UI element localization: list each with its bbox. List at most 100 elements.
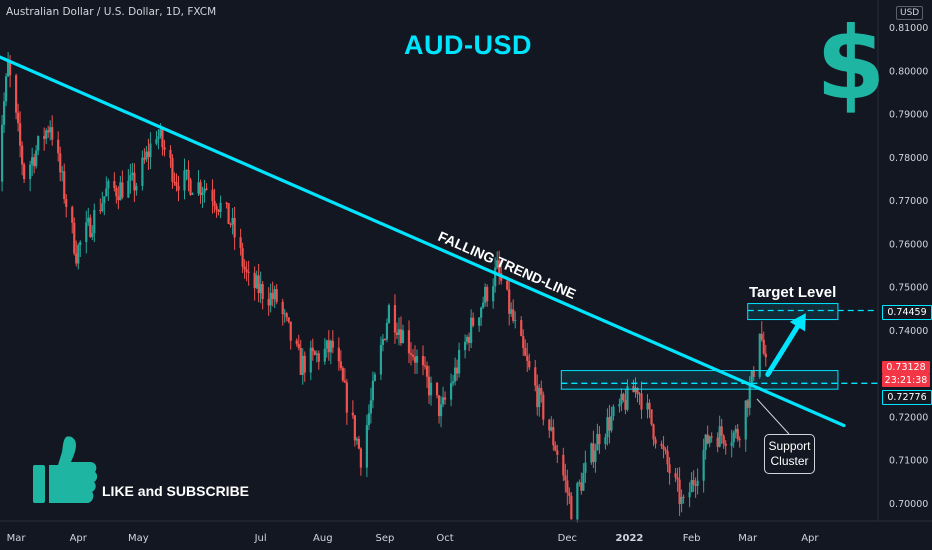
candle: [570, 492, 573, 520]
level-zone-0[interactable]: [747, 303, 839, 321]
x-tick-label-2: May: [128, 533, 149, 544]
candle: [427, 365, 431, 404]
time-axis[interactable]: Mar Apr May Jul Aug Sep Oct Dec 2022 Feb Mar Apr: [7, 533, 820, 544]
candle: [514, 311, 517, 329]
candle: [758, 333, 761, 379]
candle: [239, 228, 242, 256]
price-axis[interactable]: 0.700000.710000.720000.730000.740000.750…: [889, 23, 928, 510]
candle: [21, 141, 24, 176]
candle: [343, 368, 346, 384]
candle: [451, 375, 455, 387]
candle: [399, 316, 403, 346]
candle: [566, 469, 569, 506]
candle: [129, 163, 132, 194]
candle: [245, 261, 248, 282]
candle: [638, 391, 641, 405]
candle: [552, 419, 555, 451]
candle: [734, 425, 737, 439]
support-cluster-callout: Support Cluster: [764, 434, 815, 474]
candle: [612, 404, 615, 421]
candle: [762, 331, 765, 356]
y-tick-label-9: 0.79000: [889, 110, 928, 121]
candle: [47, 125, 50, 138]
candle: [89, 214, 92, 238]
countdown-tag: 23:21:38: [882, 374, 930, 387]
candle: [49, 120, 52, 141]
candle: [580, 472, 583, 495]
candle: [327, 330, 330, 361]
candle: [121, 170, 124, 200]
candle: [275, 284, 278, 305]
candle: [173, 172, 176, 186]
candle: [65, 194, 68, 218]
candle: [622, 392, 625, 403]
candle: [227, 203, 230, 225]
candle: [243, 259, 246, 279]
candle: [409, 342, 413, 366]
symbol-header[interactable]: Australian Dollar / U.S. Dollar, 1D, FXC…: [6, 6, 217, 18]
candle: [724, 440, 727, 455]
candle: [654, 436, 657, 449]
candle: [295, 338, 298, 347]
candle: [85, 210, 88, 254]
candle: [381, 334, 385, 352]
candle: [119, 175, 122, 201]
candle: [752, 366, 755, 382]
candle: [584, 450, 587, 483]
candle: [720, 418, 723, 444]
x-tick-label-6: Oct: [436, 533, 453, 544]
like-subscribe-text: LIKE and SUBSCRIBE: [102, 483, 250, 499]
candle: [413, 345, 417, 375]
candle: [732, 430, 735, 448]
candle: [131, 162, 134, 181]
candle: [710, 432, 713, 443]
candle: [510, 302, 513, 317]
x-tick-label-11: Apr: [801, 533, 819, 544]
candle: [722, 434, 725, 449]
candle: [201, 186, 204, 208]
candle: [437, 395, 441, 424]
candle: [15, 73, 18, 120]
candle: [610, 406, 613, 433]
candle: [77, 243, 80, 270]
candle: [694, 477, 697, 498]
candle: [255, 270, 258, 290]
candle: [257, 263, 260, 303]
candle: [562, 447, 565, 482]
candle: [443, 391, 447, 405]
falling-trend-line[interactable]: [0, 49, 846, 428]
candle: [267, 287, 270, 316]
candle: [439, 396, 443, 428]
candle: [536, 374, 539, 416]
candle: [470, 309, 473, 349]
support-callout-pointer: [756, 398, 790, 435]
candle: [31, 147, 34, 176]
candle: [718, 415, 721, 448]
candle: [187, 160, 190, 192]
x-tick-label-4: Aug: [313, 533, 333, 544]
x-tick-label-7: Dec: [558, 533, 577, 544]
candle: [317, 350, 320, 370]
projection-arrow: [756, 313, 806, 435]
candle: [323, 338, 326, 365]
level-zone-1[interactable]: [560, 370, 839, 390]
candle: [652, 423, 655, 447]
currency-badge[interactable]: USD: [896, 6, 924, 20]
candle: [105, 176, 108, 197]
candle: [341, 365, 344, 383]
candle: [163, 139, 166, 157]
candle: [367, 404, 370, 431]
candle: [576, 481, 579, 523]
candle: [371, 371, 375, 409]
candle: [594, 443, 597, 473]
candle: [7, 52, 10, 77]
candle: [596, 423, 599, 451]
candle: [716, 432, 719, 453]
candle: [189, 177, 192, 196]
candle: [512, 299, 515, 324]
candle: [706, 425, 709, 445]
candle: [5, 73, 8, 107]
candle: [478, 317, 481, 332]
candle: [107, 178, 110, 201]
